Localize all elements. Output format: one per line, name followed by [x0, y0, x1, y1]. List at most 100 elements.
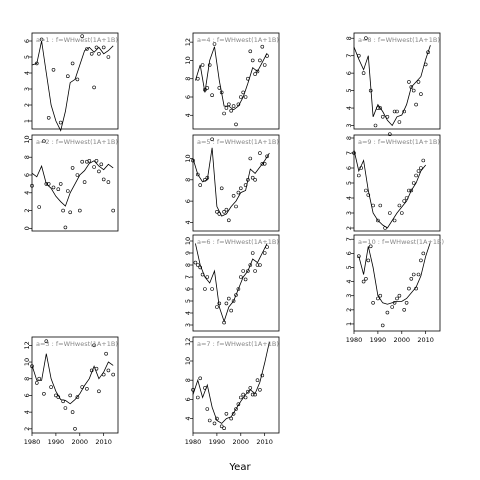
- data-point: [229, 416, 233, 421]
- panel-frame: [192, 32, 280, 130]
- y-tick-label: 7: [345, 54, 353, 58]
- data-point: [75, 173, 80, 177]
- data-point: [246, 178, 250, 182]
- y-tick-label: 3: [345, 294, 353, 298]
- data-point: [364, 188, 368, 193]
- data-point: [383, 226, 387, 230]
- data-point: [198, 376, 202, 381]
- data-point: [253, 72, 257, 76]
- data-point: [46, 116, 51, 120]
- data-point: [236, 102, 241, 107]
- data-point: [219, 90, 224, 95]
- data-point: [250, 175, 255, 180]
- data-point: [80, 385, 84, 389]
- data-point: [106, 368, 111, 373]
- data-point: [407, 286, 411, 291]
- data-point: [207, 63, 212, 67]
- y-tick-label: 6: [345, 71, 353, 75]
- panel-a1: 1 2 3 4 5 6 a=1 : f=WHwest(1A+1B): [23, 32, 119, 132]
- data-point: [392, 300, 397, 305]
- data-point: [397, 120, 402, 124]
- data-point: [42, 391, 46, 396]
- data-point: [203, 178, 207, 182]
- data-point: [61, 208, 65, 213]
- y-tick-label: 5: [345, 89, 353, 93]
- data-point: [399, 211, 404, 215]
- panel-a6: 3 4 5 6 7 8 9 10 a=6 : f=WHwest(1A+1B): [184, 234, 280, 332]
- data-point: [416, 272, 421, 277]
- data-point: [378, 106, 383, 110]
- panel-title: a=9 : f=WHwest(1A+1B): [358, 138, 440, 146]
- data-point: [49, 385, 53, 389]
- data-point: [243, 183, 248, 187]
- panel-title: a=3 : f=WHwest(1A+1B): [36, 340, 118, 348]
- data-point: [198, 183, 202, 187]
- data-point: [236, 402, 241, 407]
- panel-frame: [353, 234, 441, 332]
- data-point: [104, 351, 108, 356]
- data-point: [85, 386, 89, 391]
- data-point: [411, 272, 416, 277]
- data-point: [94, 159, 99, 163]
- panel-frame: [192, 336, 280, 434]
- y-tick-label: 4: [345, 106, 353, 110]
- y-tick-label: 6: [184, 397, 192, 401]
- y-tick-label: 2: [345, 226, 353, 230]
- data-point: [34, 381, 39, 385]
- data-point: [371, 203, 375, 208]
- data-point: [80, 159, 84, 164]
- data-point: [56, 395, 61, 399]
- data-point: [97, 51, 101, 56]
- data-point: [75, 395, 80, 399]
- data-point: [404, 300, 409, 305]
- data-point: [387, 132, 392, 136]
- y-tick-label: 4: [23, 191, 31, 195]
- data-point: [397, 293, 402, 298]
- data-point: [54, 393, 58, 398]
- data-point: [248, 156, 253, 161]
- data-point: [255, 263, 260, 267]
- data-point: [219, 186, 224, 191]
- data-point: [106, 180, 111, 184]
- data-point: [241, 392, 245, 397]
- panel-title: a=6 : f=WHwest(1A+1B): [197, 238, 279, 246]
- data-point: [75, 77, 80, 82]
- data-point: [414, 173, 418, 178]
- x-tick-label: 2000: [233, 438, 250, 446]
- fit-line: [358, 241, 431, 305]
- fit-line: [353, 45, 431, 127]
- data-point: [212, 42, 217, 46]
- data-point: [61, 399, 65, 404]
- data-point: [352, 151, 356, 155]
- data-point: [63, 406, 68, 410]
- data-point: [407, 80, 411, 84]
- panel-a5: 4 6 8 10 a=5 : f=WHwest(1A+1B): [184, 134, 280, 232]
- data-point: [92, 343, 96, 348]
- y-tick-label: 8: [184, 263, 192, 267]
- data-point: [376, 106, 380, 110]
- data-point: [378, 293, 383, 298]
- data-point: [198, 265, 202, 270]
- data-point: [42, 139, 46, 143]
- data-point: [101, 45, 106, 50]
- y-tick-label: 10: [23, 358, 31, 366]
- y-tick-label: 8: [23, 155, 31, 159]
- data-point: [373, 123, 378, 128]
- data-point: [236, 287, 241, 291]
- y-tick-label: 10: [23, 135, 31, 143]
- data-point: [260, 162, 265, 166]
- data-point: [207, 418, 212, 423]
- data-point: [359, 166, 364, 170]
- data-point: [409, 85, 414, 89]
- data-point: [196, 172, 200, 177]
- data-point: [248, 386, 253, 390]
- data-point: [258, 387, 262, 392]
- y-tick-label: 10: [184, 154, 192, 162]
- data-point: [366, 258, 371, 263]
- panel-a8: 3 4 5 6 7 8 a=8 : f=WHwest(1A+1B): [345, 32, 441, 136]
- data-point: [250, 392, 255, 397]
- data-point: [205, 275, 210, 279]
- panel-title: a=2 : f=WHwest(1A+1B): [36, 138, 118, 146]
- y-tick-label: 8: [184, 77, 192, 81]
- data-point: [368, 244, 373, 249]
